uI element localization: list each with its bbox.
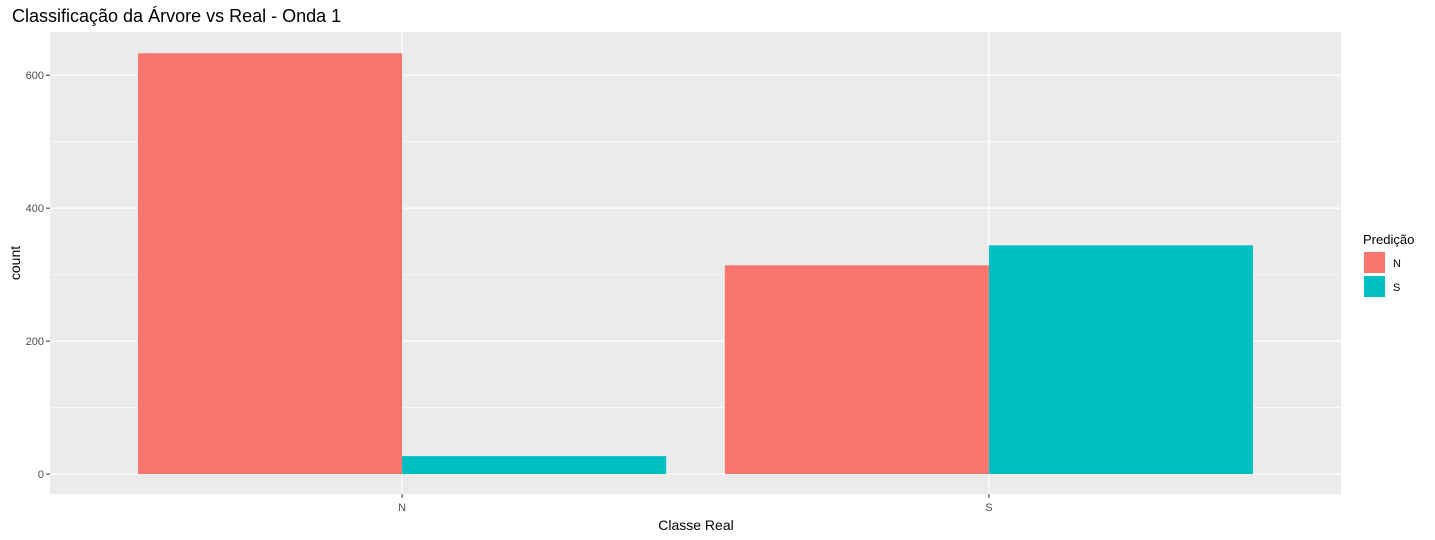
y-tick-label: 600 (26, 70, 44, 82)
bar-N-N (138, 53, 403, 475)
y-tick-label: 400 (26, 203, 44, 215)
legend-key-S (1364, 276, 1385, 297)
y-axis: 0 200 400 600 (26, 70, 50, 481)
y-axis-title: count (7, 246, 23, 280)
legend-title: Predição (1363, 232, 1414, 247)
legend-key-N (1364, 252, 1385, 273)
legend: Predição NS (1363, 232, 1414, 297)
chart-title: Classificação da Árvore vs Real - Onda 1 (12, 6, 341, 26)
y-tick-label: 0 (38, 469, 44, 481)
bars (138, 53, 1253, 475)
bar-N-S (402, 456, 667, 475)
legend-label-N: N (1393, 258, 1401, 270)
legend-label-S: S (1393, 282, 1400, 294)
y-tick-label: 200 (26, 336, 44, 348)
x-tick-label: N (398, 502, 406, 514)
bar-S-S (988, 245, 1253, 475)
x-axis-title: Classe Real (658, 517, 733, 533)
bar-S-N (724, 265, 989, 475)
x-tick-label: S (985, 502, 992, 514)
